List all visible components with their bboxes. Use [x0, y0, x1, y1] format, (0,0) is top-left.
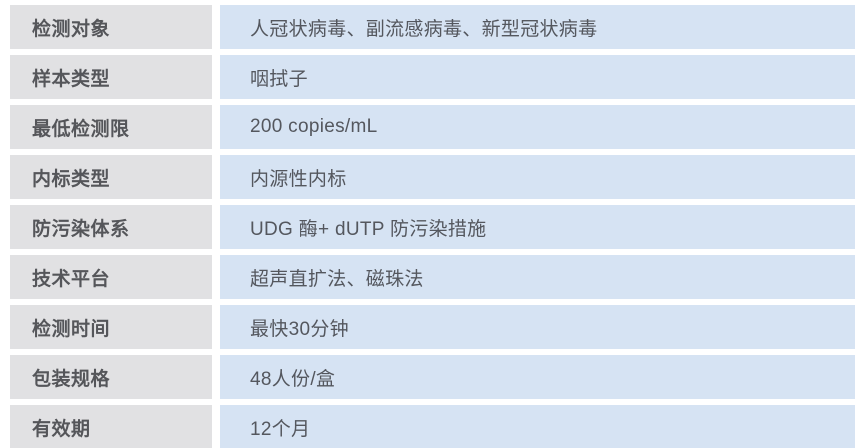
- table-row: 最低检测限 200 copies/mL: [10, 105, 855, 149]
- row-label-sample-type: 样本类型: [10, 55, 212, 99]
- row-label-detection-limit: 最低检测限: [10, 105, 212, 149]
- row-value-shelf-life: 12个月: [220, 405, 855, 448]
- row-value-detection-limit: 200 copies/mL: [220, 105, 855, 149]
- table-row: 包装规格 48人份/盒: [10, 355, 855, 399]
- row-value-detection-target: 人冠状病毒、副流感病毒、新型冠状病毒: [220, 5, 855, 49]
- row-label-detection-target: 检测对象: [10, 5, 212, 49]
- row-value-sample-type: 咽拭子: [220, 55, 855, 99]
- table-row: 检测时间 最快30分钟: [10, 305, 855, 349]
- row-label-shelf-life: 有效期: [10, 405, 212, 448]
- row-label-internal-control-type: 内标类型: [10, 155, 212, 199]
- row-value-package-spec: 48人份/盒: [220, 355, 855, 399]
- table-row: 技术平台 超声直扩法、磁珠法: [10, 255, 855, 299]
- table-row: 样本类型 咽拭子: [10, 55, 855, 99]
- row-label-anticontamination-system: 防污染体系: [10, 205, 212, 249]
- row-label-detection-time: 检测时间: [10, 305, 212, 349]
- row-label-package-spec: 包装规格: [10, 355, 212, 399]
- table-row: 防污染体系 UDG 酶+ dUTP 防污染措施: [10, 205, 855, 249]
- row-value-anticontamination-system: UDG 酶+ dUTP 防污染措施: [220, 205, 855, 249]
- row-value-technology-platform: 超声直扩法、磁珠法: [220, 255, 855, 299]
- row-label-technology-platform: 技术平台: [10, 255, 212, 299]
- table-row: 有效期 12个月: [10, 405, 855, 448]
- table-row: 内标类型 内源性内标: [10, 155, 855, 199]
- row-value-internal-control-type: 内源性内标: [220, 155, 855, 199]
- table-row: 检测对象 人冠状病毒、副流感病毒、新型冠状病毒: [10, 5, 855, 49]
- row-value-detection-time: 最快30分钟: [220, 305, 855, 349]
